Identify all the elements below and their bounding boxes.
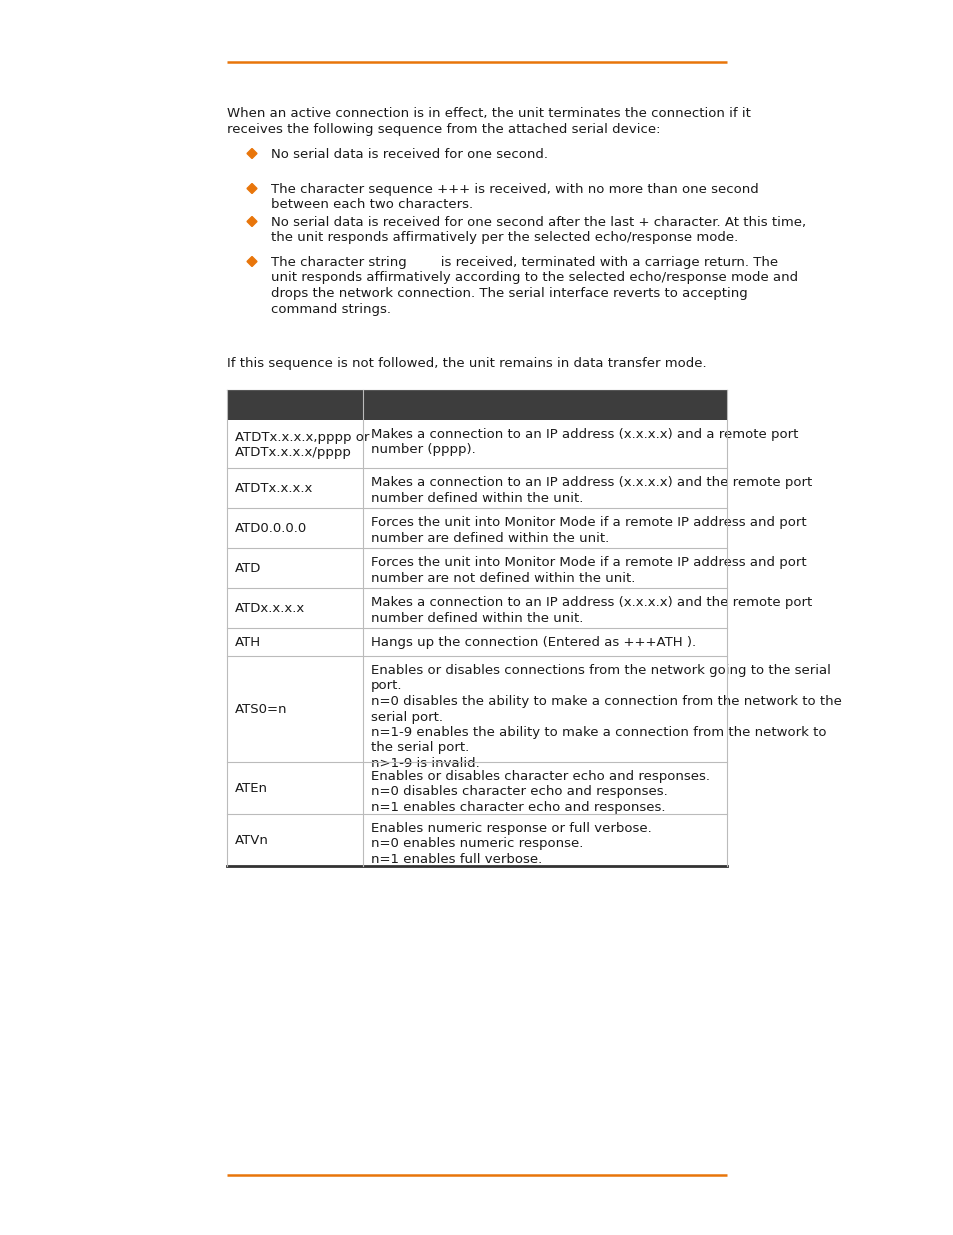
Text: If this sequence is not followed, the unit remains in data transfer mode.: If this sequence is not followed, the un…: [227, 357, 706, 370]
Text: n=1 enables full verbose.: n=1 enables full verbose.: [371, 853, 541, 866]
Polygon shape: [247, 257, 256, 267]
Text: receives the following sequence from the attached serial device:: receives the following sequence from the…: [227, 122, 659, 136]
Polygon shape: [247, 216, 256, 226]
Text: ATDx.x.x.x: ATDx.x.x.x: [234, 603, 305, 615]
Text: n=0 disables the ability to make a connection from the network to the: n=0 disables the ability to make a conne…: [371, 695, 841, 708]
Text: The character string        is received, terminated with a carriage return. The: The character string is received, termin…: [271, 256, 778, 269]
Text: Enables or disables connections from the network going to the serial: Enables or disables connections from the…: [371, 664, 830, 677]
Bar: [227, 508, 726, 548]
Polygon shape: [247, 148, 256, 158]
Text: serial port.: serial port.: [371, 710, 442, 724]
Text: No serial data is received for one second.: No serial data is received for one secon…: [271, 148, 547, 161]
Text: When an active connection is in effect, the unit terminates the connection if it: When an active connection is in effect, …: [227, 107, 750, 120]
Polygon shape: [247, 184, 256, 194]
Bar: [227, 468, 726, 508]
Text: ATEn: ATEn: [234, 782, 268, 795]
Bar: [227, 656, 726, 762]
Text: n=1 enables character echo and responses.: n=1 enables character echo and responses…: [371, 802, 665, 814]
Text: Makes a connection to an IP address (x.x.x.x) and a remote port: Makes a connection to an IP address (x.x…: [371, 429, 798, 441]
Text: n=0 disables character echo and responses.: n=0 disables character echo and response…: [371, 785, 667, 799]
Text: command strings.: command strings.: [271, 303, 391, 315]
Text: port.: port.: [371, 679, 402, 693]
Text: between each two characters.: between each two characters.: [271, 199, 473, 211]
Text: ATD: ATD: [234, 562, 261, 576]
Text: n>1-9 is invalid.: n>1-9 is invalid.: [371, 757, 479, 769]
Text: the unit responds affirmatively per the selected echo/response mode.: the unit responds affirmatively per the …: [271, 231, 738, 245]
Text: The character sequence +++ is received, with no more than one second: The character sequence +++ is received, …: [271, 183, 758, 196]
Text: Enables or disables character echo and responses.: Enables or disables character echo and r…: [371, 769, 709, 783]
Text: Enables numeric response or full verbose.: Enables numeric response or full verbose…: [371, 823, 651, 835]
Text: ATDTx.x.x.x/pppp: ATDTx.x.x.x/pppp: [234, 446, 352, 459]
Text: Forces the unit into Monitor Mode if a remote IP address and port: Forces the unit into Monitor Mode if a r…: [371, 556, 806, 569]
Text: Forces the unit into Monitor Mode if a remote IP address and port: Forces the unit into Monitor Mode if a r…: [371, 516, 806, 529]
Text: ATDTx.x.x.x,pppp or: ATDTx.x.x.x,pppp or: [234, 431, 369, 443]
Bar: [227, 588, 726, 629]
Bar: [227, 390, 726, 420]
Text: Hangs up the connection (Entered as +++ATH ).: Hangs up the connection (Entered as +++A…: [371, 636, 696, 650]
Bar: [227, 420, 726, 468]
Text: Makes a connection to an IP address (x.x.x.x) and the remote port: Makes a connection to an IP address (x.x…: [371, 475, 811, 489]
Text: ATS0=n: ATS0=n: [234, 703, 287, 716]
Bar: [227, 629, 726, 656]
Bar: [227, 814, 726, 866]
Text: ATH: ATH: [234, 636, 261, 650]
Text: ATDTx.x.x.x: ATDTx.x.x.x: [234, 482, 313, 495]
Text: ATVn: ATVn: [234, 835, 269, 847]
Text: number defined within the unit.: number defined within the unit.: [371, 611, 583, 625]
Text: ATD0.0.0.0: ATD0.0.0.0: [234, 522, 307, 535]
Text: number are defined within the unit.: number are defined within the unit.: [371, 531, 609, 545]
Bar: [227, 762, 726, 814]
Text: n=1-9 enables the ability to make a connection from the network to: n=1-9 enables the ability to make a conn…: [371, 726, 825, 739]
Text: n=0 enables numeric response.: n=0 enables numeric response.: [371, 837, 583, 851]
Text: number (pppp).: number (pppp).: [371, 443, 476, 457]
Text: the serial port.: the serial port.: [371, 741, 469, 755]
Text: number are not defined within the unit.: number are not defined within the unit.: [371, 572, 635, 584]
Text: Makes a connection to an IP address (x.x.x.x) and the remote port: Makes a connection to an IP address (x.x…: [371, 597, 811, 609]
Bar: [227, 548, 726, 588]
Text: No serial data is received for one second after the last + character. At this ti: No serial data is received for one secon…: [271, 216, 805, 228]
Text: drops the network connection. The serial interface reverts to accepting: drops the network connection. The serial…: [271, 287, 747, 300]
Text: number defined within the unit.: number defined within the unit.: [371, 492, 583, 505]
Text: unit responds affirmatively according to the selected echo/response mode and: unit responds affirmatively according to…: [271, 272, 798, 284]
